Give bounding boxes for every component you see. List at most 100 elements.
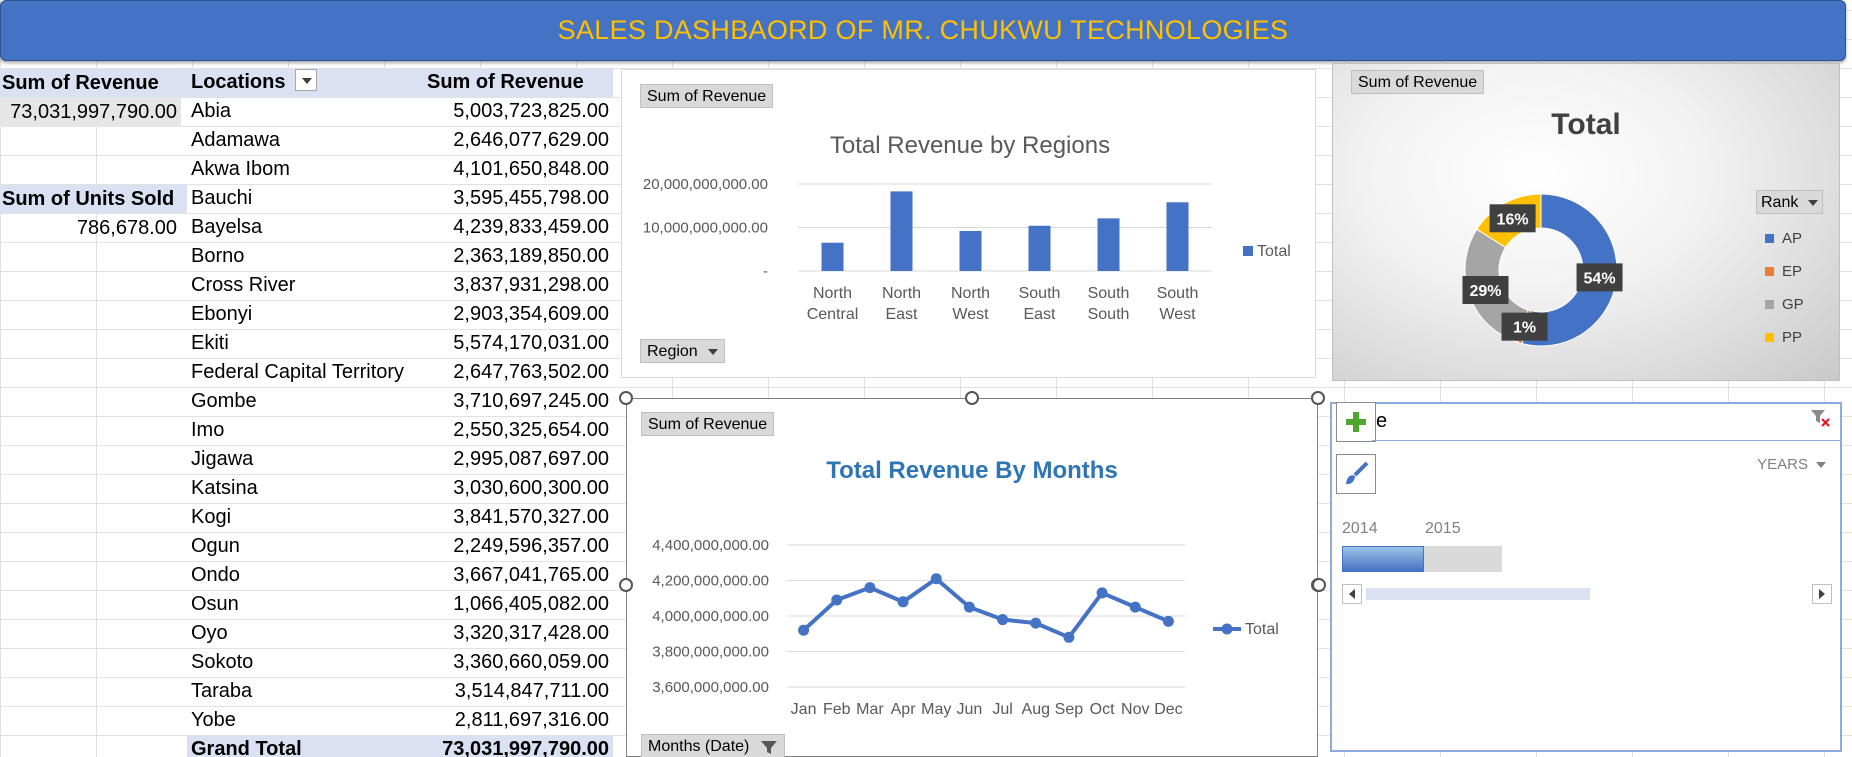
location-revenue[interactable]: 2,363,189,850.00	[423, 241, 613, 271]
data-point[interactable]	[1030, 617, 1042, 629]
location-name[interactable]: Oyo	[187, 618, 423, 648]
table-row[interactable]: Ebonyi 2,903,354,609.00	[187, 299, 613, 329]
data-point[interactable]	[997, 614, 1009, 626]
locations-filter-button[interactable]	[295, 69, 318, 92]
location-name[interactable]: Imo	[187, 415, 423, 445]
revenue-summary-value[interactable]: 73,031,997,790.00	[0, 98, 181, 127]
sum-of-revenue-field-button[interactable]: Sum of Revenue	[641, 412, 775, 436]
table-row[interactable]: Sokoto 3,360,660,059.00	[187, 647, 613, 677]
pie-slice[interactable]	[1521, 193, 1618, 347]
data-point[interactable]	[864, 582, 876, 594]
location-name[interactable]: Katsina	[187, 473, 423, 503]
time-level-dropdown[interactable]: YEARS	[1757, 456, 1826, 473]
table-row[interactable]: Kogi 3,841,570,327.00	[187, 502, 613, 532]
location-revenue[interactable]: 4,101,650,848.00	[423, 154, 613, 184]
data-point[interactable]	[1129, 601, 1141, 613]
format-painter-button[interactable]	[1336, 454, 1376, 494]
months-field-button[interactable]: Months (Date)	[641, 734, 785, 757]
resize-handle-left[interactable]	[619, 578, 633, 592]
table-row[interactable]: Ogun 2,249,596,357.00	[187, 531, 613, 561]
units-summary-header[interactable]: Sum of Units Sold	[0, 185, 187, 213]
table-row[interactable]: Bauchi 3,595,455,798.00	[187, 183, 613, 213]
table-row[interactable]: Taraba 3,514,847,711.00	[187, 676, 613, 706]
location-revenue[interactable]: 2,646,077,629.00	[423, 125, 613, 155]
grand-total-label[interactable]: Grand Total	[187, 734, 423, 757]
clear-filter-icon[interactable]	[1810, 408, 1830, 428]
location-revenue[interactable]: 3,360,660,059.00	[423, 647, 613, 677]
grand-total-value[interactable]: 73,031,997,790.00	[423, 734, 613, 757]
location-revenue[interactable]: 5,574,170,031.00	[423, 328, 613, 358]
location-name[interactable]: Borno	[187, 241, 423, 271]
scroll-left-button[interactable]	[1342, 584, 1362, 604]
location-name[interactable]: Sokoto	[187, 647, 423, 677]
location-name[interactable]: Abia	[187, 96, 423, 126]
bar[interactable]	[821, 242, 844, 271]
location-name[interactable]: Yobe	[187, 705, 423, 735]
location-name[interactable]: Federal Capital Territory	[187, 357, 423, 387]
data-point[interactable]	[1063, 631, 1075, 643]
location-revenue[interactable]: 3,710,697,245.00	[423, 386, 613, 416]
timeline-resize-handle-left[interactable]	[1312, 578, 1326, 592]
series-line[interactable]	[802, 576, 1170, 640]
table-row[interactable]: Yobe 2,811,697,316.00	[187, 705, 613, 735]
location-name[interactable]: Bayelsa	[187, 212, 423, 242]
location-revenue[interactable]: 3,667,041,765.00	[423, 560, 613, 590]
region-field-button[interactable]: Region	[640, 339, 725, 363]
table-row[interactable]: Cross River 3,837,931,298.00	[187, 270, 613, 300]
legend-item[interactable]: AP	[1765, 222, 1804, 255]
bar[interactable]	[1097, 218, 1120, 271]
bar[interactable]	[1166, 202, 1189, 271]
rank-revenue-chart[interactable]: Sum of Revenue Total 54% 1% 29% 16% Rank AP E…	[1332, 63, 1840, 381]
data-point[interactable]	[963, 601, 975, 613]
location-revenue[interactable]: 2,647,763,502.00	[423, 357, 613, 387]
location-revenue[interactable]: 2,811,697,316.00	[423, 705, 613, 735]
timeline-scrollbar[interactable]	[1366, 588, 1590, 600]
date-timeline-slicer[interactable]: e YEARS 2014 2015	[1330, 402, 1842, 752]
location-revenue[interactable]: 3,514,847,711.00	[423, 676, 613, 706]
timeline-year-bar-selected[interactable]	[1342, 546, 1424, 572]
revenue-summary-header[interactable]: Sum of Revenue	[0, 69, 187, 97]
location-revenue[interactable]: 2,249,596,357.00	[423, 531, 613, 561]
locations-column-header[interactable]: Locations	[187, 68, 423, 97]
units-summary-value[interactable]: 786,678.00	[76, 217, 177, 239]
location-name[interactable]: Taraba	[187, 676, 423, 706]
sum-of-revenue-field-button[interactable]: Sum of Revenue	[1351, 70, 1485, 94]
table-row[interactable]: Ekiti 5,574,170,031.00	[187, 328, 613, 358]
table-row[interactable]: Borno 2,363,189,850.00	[187, 241, 613, 271]
legend-item[interactable]: GP	[1765, 288, 1804, 321]
rank-field-button[interactable]: Rank	[1756, 190, 1824, 214]
region-revenue-chart[interactable]: Sum of Revenue Total Revenue by Regions 2…	[621, 69, 1316, 378]
data-point[interactable]	[930, 573, 942, 585]
table-row[interactable]: Ondo 3,667,041,765.00	[187, 560, 613, 590]
location-revenue[interactable]: 3,841,570,327.00	[423, 502, 613, 532]
table-row[interactable]: Osun 1,066,405,082.00	[187, 589, 613, 619]
location-revenue[interactable]: 4,239,833,459.00	[423, 212, 613, 242]
location-name[interactable]: Ogun	[187, 531, 423, 561]
data-point[interactable]	[798, 624, 810, 636]
scroll-right-button[interactable]	[1812, 584, 1832, 604]
data-point[interactable]	[897, 596, 909, 608]
data-point[interactable]	[1162, 615, 1174, 627]
location-revenue[interactable]: 3,837,931,298.00	[423, 270, 613, 300]
location-revenue[interactable]: 1,066,405,082.00	[423, 589, 613, 619]
location-name[interactable]: Ebonyi	[187, 299, 423, 329]
location-revenue[interactable]: 3,320,317,428.00	[423, 618, 613, 648]
grand-total-row[interactable]: Grand Total 73,031,997,790.00	[187, 734, 613, 757]
monthly-revenue-chart[interactable]: Sum of Revenue Total Revenue By Months 4,…	[626, 398, 1318, 757]
location-name[interactable]: Ondo	[187, 560, 423, 590]
legend-item[interactable]: EP	[1765, 255, 1804, 288]
location-name[interactable]: Ekiti	[187, 328, 423, 358]
table-row[interactable]: Abia 5,003,723,825.00	[187, 96, 613, 126]
timeline-year-bar[interactable]	[1424, 546, 1502, 572]
bar[interactable]	[890, 191, 913, 271]
table-row[interactable]: Oyo 3,320,317,428.00	[187, 618, 613, 648]
location-name[interactable]: Jigawa	[187, 444, 423, 474]
data-point[interactable]	[1096, 587, 1108, 599]
location-name[interactable]: Osun	[187, 589, 423, 619]
resize-handle-top-left[interactable]	[619, 391, 633, 405]
location-name[interactable]: Adamawa	[187, 125, 423, 155]
location-name[interactable]: Bauchi	[187, 183, 423, 213]
revenue-column-header[interactable]: Sum of Revenue	[423, 68, 613, 97]
table-row[interactable]: Federal Capital Territory 2,647,763,502.0…	[187, 357, 613, 387]
location-revenue[interactable]: 2,903,354,609.00	[423, 299, 613, 329]
